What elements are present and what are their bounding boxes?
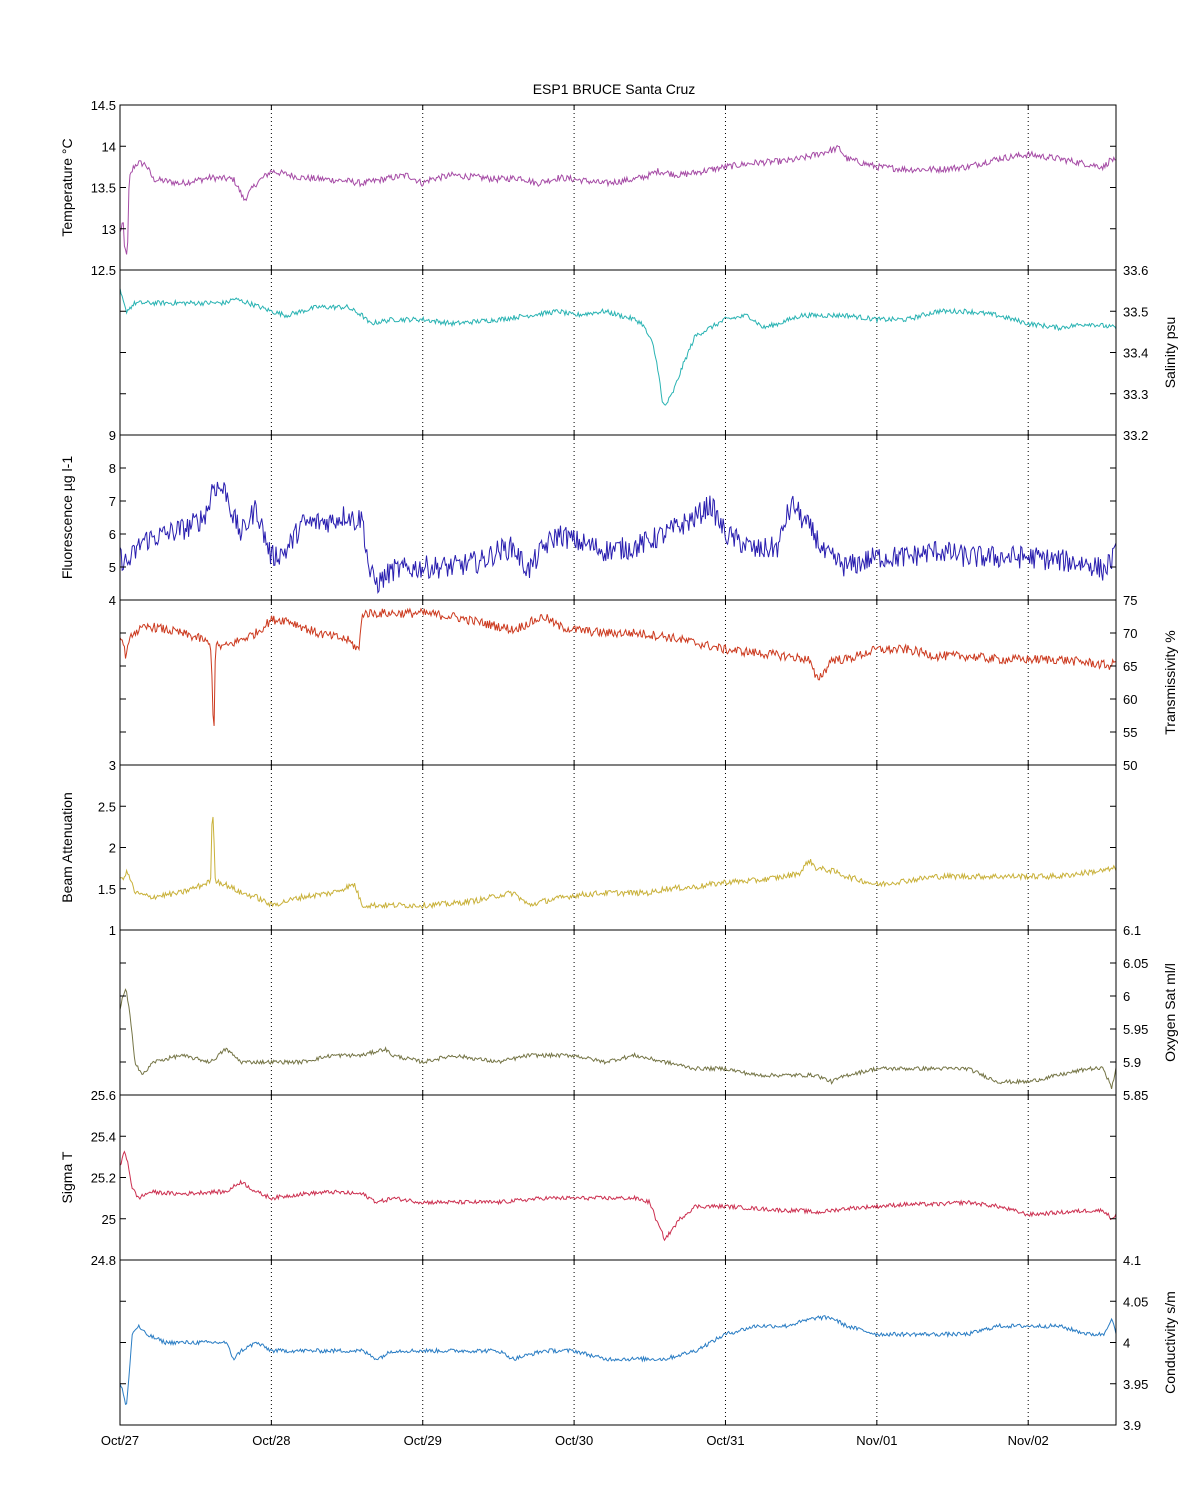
y-tick-label: 33.3 [1123, 387, 1148, 402]
y-tick-label: 2.5 [98, 799, 116, 814]
y-tick-label: 3.9 [1123, 1418, 1141, 1433]
y-tick-label: 33.4 [1123, 346, 1148, 361]
x-tick-label: Nov/02 [1008, 1433, 1049, 1448]
x-tick-label: Oct/31 [706, 1433, 744, 1448]
y-tick-label: 13.5 [91, 181, 116, 196]
series-line [119, 481, 1117, 595]
series-line [119, 988, 1117, 1090]
y-tick-label: 25.2 [91, 1171, 116, 1186]
y-tick-label: 5 [109, 560, 116, 575]
y-tick-label: 50 [1123, 758, 1137, 773]
y-axis-label: Salinity psu [1162, 317, 1178, 389]
panel-4: 50 55 60 65 70 75 Transmissivity % [119, 593, 1178, 773]
panel-frame [119, 104, 1117, 271]
y-tick-label: 9 [109, 428, 116, 443]
x-tick-label: Oct/29 [404, 1433, 442, 1448]
y-axis-label: Conductivity s/m [1162, 1291, 1178, 1394]
series-line [119, 607, 1117, 726]
y-tick-label: 55 [1123, 725, 1137, 740]
y-tick-label: 6.1 [1123, 923, 1141, 938]
y-tick-label: 7 [109, 494, 116, 509]
y-tick-label: 4.1 [1123, 1253, 1141, 1268]
y-tick-label: 4 [109, 593, 116, 608]
y-tick-label: 25.6 [91, 1088, 116, 1103]
y-axis-label: Temperature °C [59, 138, 75, 236]
y-axis-label: Transmissivity % [1162, 630, 1178, 735]
y-tick-label: 33.5 [1123, 304, 1148, 319]
y-tick-label: 4.05 [1123, 1294, 1148, 1309]
x-tick-label: Oct/30 [555, 1433, 593, 1448]
y-tick-label: 5.85 [1123, 1088, 1148, 1103]
y-tick-label: 5.95 [1123, 1022, 1148, 1037]
panel-frame [119, 434, 1117, 601]
y-tick-label: 8 [109, 461, 116, 476]
chart-title: ESP1 BRUCE Santa Cruz [533, 81, 696, 97]
panel-frame [119, 599, 1117, 766]
y-tick-label: 14.5 [91, 98, 116, 113]
y-axis-label: Beam Attenuation [59, 792, 75, 903]
y-tick-label: 12.5 [91, 263, 116, 278]
y-tick-label: 1.5 [98, 882, 116, 897]
panel-6: 5.85 5.9 5.95 6 6.05 6.1 Oxygen Sat ml/l [119, 923, 1178, 1103]
y-tick-label: 3 [109, 758, 116, 773]
y-axis-label: Fluorescence µg l-1 [59, 456, 75, 579]
y-tick-label: 75 [1123, 593, 1137, 608]
x-axis-tick-labels: Oct/27 Oct/28 Oct/29 Oct/30 Oct/31 Nov/01 Nov/… [101, 1433, 1049, 1448]
series-line [119, 1315, 1117, 1406]
y-tick-label: 70 [1123, 626, 1137, 641]
y-tick-label: 2 [109, 841, 116, 856]
series-line [119, 144, 1117, 255]
series-line [119, 1150, 1117, 1242]
y-tick-label: 33.2 [1123, 428, 1148, 443]
panel-1: 12.5 13 13.5 14 14.5 Temperature °C [59, 98, 1117, 278]
y-tick-label: 25 [102, 1212, 116, 1227]
x-tick-label: Oct/27 [101, 1433, 139, 1448]
y-tick-label: 6.05 [1123, 956, 1148, 971]
series-line [119, 288, 1117, 406]
y-tick-label: 13 [102, 222, 116, 237]
panel-5: 1 1.5 2 2.5 3 Beam Attenuation [59, 758, 1117, 938]
y-tick-label: 14 [102, 139, 116, 154]
x-tick-label: Nov/01 [856, 1433, 897, 1448]
y-axis-label: Sigma T [59, 1151, 75, 1203]
y-tick-label: 5.9 [1123, 1055, 1141, 1070]
panel-3: 4 5 6 7 8 9 Fluorescence µg l-1 [59, 428, 1117, 608]
y-tick-label: 33.6 [1123, 263, 1148, 278]
panel-frame [119, 1259, 1117, 1426]
x-tick-label: Oct/28 [252, 1433, 290, 1448]
y-tick-label: 25.4 [91, 1129, 116, 1144]
y-tick-label: 24.8 [91, 1253, 116, 1268]
series-line [119, 816, 1117, 910]
y-tick-label: 6 [1123, 989, 1130, 1004]
panel-7: 24.8 25 25.2 25.4 25.6 Sigma T [59, 1088, 1117, 1268]
y-tick-label: 1 [109, 923, 116, 938]
y-tick-label: 6 [109, 527, 116, 542]
panel-frame [119, 1094, 1117, 1261]
y-tick-label: 3.95 [1123, 1377, 1148, 1392]
y-tick-label: 60 [1123, 692, 1137, 707]
panel-8: 3.9 3.95 4 4.05 4.1 Conductivity s/m [119, 1253, 1178, 1433]
panel-2: 33.2 33.3 33.4 33.5 33.6 Salinity psu [119, 263, 1178, 443]
y-axis-label: Oxygen Sat ml/l [1162, 963, 1178, 1062]
y-tick-label: 4 [1123, 1336, 1130, 1351]
y-tick-label: 65 [1123, 659, 1137, 674]
panel-frame [119, 269, 1117, 436]
